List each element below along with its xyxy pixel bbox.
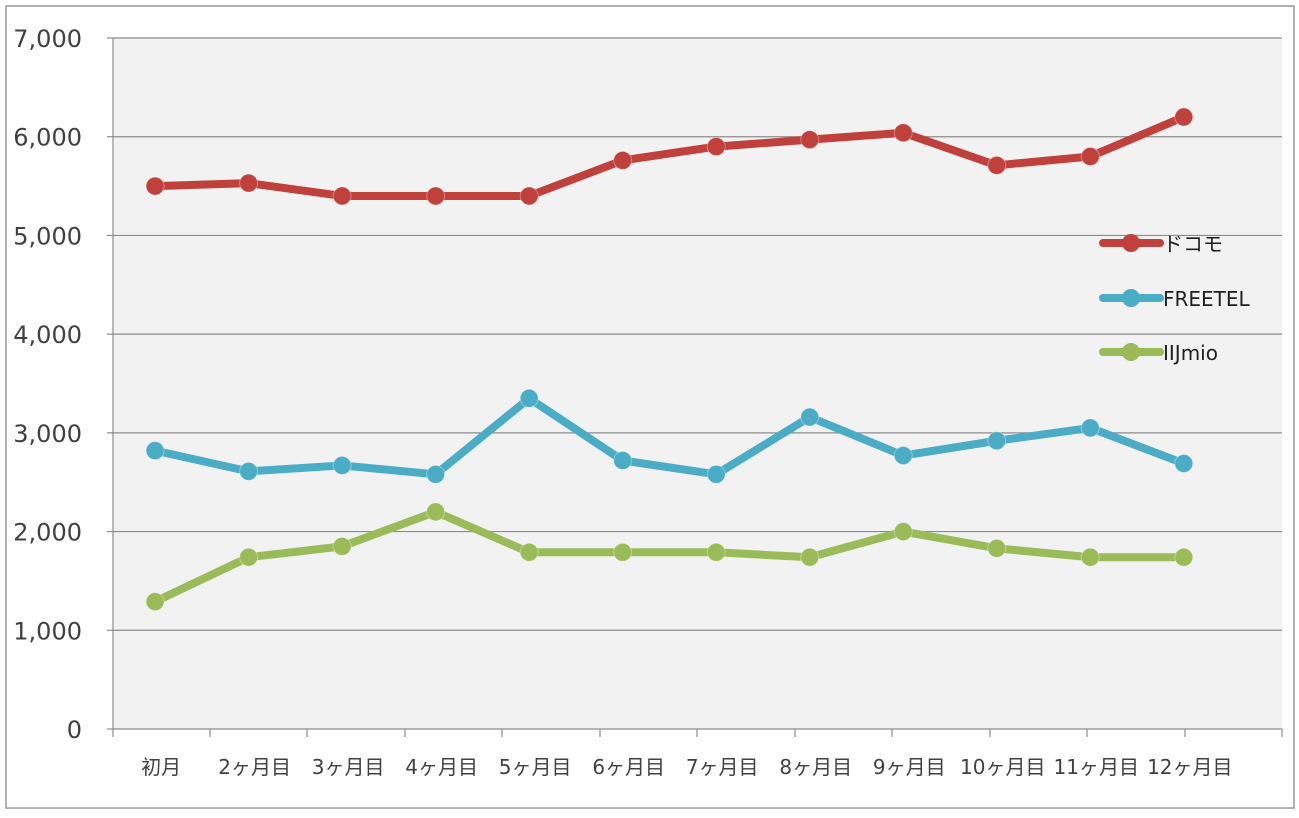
- data-point: [893, 123, 913, 143]
- data-point: [800, 130, 820, 150]
- series-line: [151, 112, 1188, 200]
- legend-label: IIJmio: [1163, 341, 1218, 365]
- legend-label: FREETEL: [1163, 287, 1251, 311]
- gridlines: [113, 37, 1282, 631]
- data-point: [1174, 453, 1194, 473]
- series-2: [145, 502, 1194, 612]
- series-line: [151, 394, 1188, 479]
- data-point: [1080, 146, 1100, 166]
- data-point: [987, 538, 1007, 558]
- x-tick-label: 2ヶ月目: [218, 755, 291, 779]
- x-tick-label: 8ヶ月目: [779, 755, 852, 779]
- data-point: [893, 446, 913, 466]
- plot-area: [113, 38, 1282, 729]
- data-point: [426, 186, 446, 206]
- data-point: [706, 464, 726, 484]
- data-point: [332, 536, 352, 556]
- series-lines: [145, 107, 1194, 612]
- y-tick-label: 5,000: [13, 222, 82, 250]
- y-tick-label: 7,000: [13, 25, 82, 53]
- data-point: [426, 502, 446, 522]
- x-tick-label: 10ヶ月目: [960, 755, 1045, 779]
- legend-label: ドコモ: [1163, 232, 1223, 256]
- x-tick-label: 初月: [141, 755, 181, 779]
- data-point: [519, 186, 539, 206]
- legend-swatch-marker: [1122, 343, 1140, 361]
- data-point: [613, 150, 633, 170]
- x-tick-label: 4ヶ月目: [405, 755, 478, 779]
- data-point: [519, 542, 539, 562]
- legend-entry: ドコモ: [1099, 232, 1223, 256]
- series-0: [145, 107, 1194, 206]
- legend: ドコモ FREETEL IIJmio: [1099, 232, 1251, 365]
- chart-border: [5, 5, 1295, 809]
- data-point: [426, 464, 446, 484]
- data-point: [800, 407, 820, 427]
- data-point: [613, 542, 633, 562]
- data-point: [239, 173, 259, 193]
- legend-swatch-marker: [1122, 289, 1140, 307]
- x-tick-label: 7ヶ月目: [686, 755, 759, 779]
- data-point: [1080, 418, 1100, 438]
- data-point: [519, 388, 539, 408]
- data-point: [1080, 547, 1100, 567]
- x-tick-label: 5ヶ月目: [499, 755, 572, 779]
- data-point: [145, 592, 165, 612]
- data-point: [1174, 107, 1194, 127]
- y-tick-label: 1,000: [13, 617, 82, 645]
- x-tick-label: 9ヶ月目: [873, 755, 946, 779]
- legend-swatch-marker: [1122, 234, 1140, 252]
- legend-entry: IIJmio: [1099, 341, 1218, 365]
- x-tick-label: 3ヶ月目: [312, 755, 385, 779]
- data-point: [145, 176, 165, 196]
- data-point: [706, 137, 726, 157]
- x-tick-label: 12ヶ月目: [1147, 755, 1232, 779]
- data-point: [800, 547, 820, 567]
- data-point: [987, 431, 1007, 451]
- series-1: [145, 388, 1194, 484]
- x-tick-label: 6ヶ月目: [592, 755, 665, 779]
- data-point: [706, 542, 726, 562]
- data-point: [332, 455, 352, 475]
- data-point: [893, 522, 913, 542]
- x-tick-label: 11ヶ月目: [1054, 755, 1139, 779]
- data-point: [987, 155, 1007, 175]
- data-point: [239, 461, 259, 481]
- y-tick-label: 2,000: [13, 519, 82, 547]
- legend-entry: FREETEL: [1099, 287, 1251, 311]
- axes: 0 1,000 2,000 3,000 4,000 5,000 6,000 7,000 初月 2ヶ…: [13, 25, 1283, 779]
- data-point: [1174, 547, 1194, 567]
- data-point: [145, 441, 165, 461]
- data-point: [239, 547, 259, 567]
- data-point: [332, 186, 352, 206]
- y-tick-label: 4,000: [13, 321, 82, 349]
- y-tick-label: 3,000: [13, 420, 82, 448]
- data-point: [613, 450, 633, 470]
- y-tick-label: 0: [67, 716, 82, 744]
- series-line: [151, 507, 1188, 606]
- y-tick-label: 6,000: [13, 124, 82, 152]
